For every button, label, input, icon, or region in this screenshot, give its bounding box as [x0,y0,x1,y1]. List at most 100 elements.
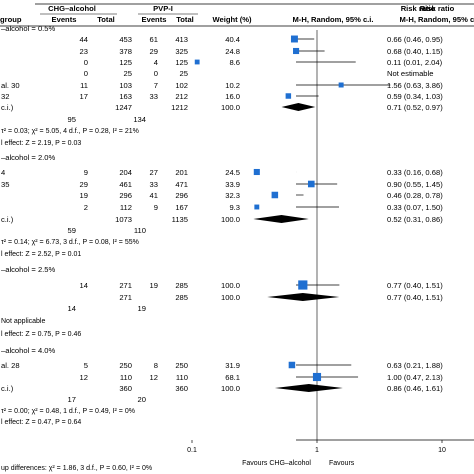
subgroup-1-row-5-total-chg: 103 [119,81,132,90]
subgroup-2-row-2-events-chg: 29 [80,180,88,189]
subgroup-2-row-3-total-pvp: 296 [175,191,188,200]
subgroup-2-total-label: c.i.) [1,215,14,224]
subgroup-2-events-total-pvp: 110 [134,226,146,235]
subgroup-4-total-label: c.i.) [1,384,14,393]
subgroup-1-title: –alcohol = 0.5% [1,24,55,33]
subgroup-3-total-n-chg: 271 [119,293,132,302]
subgroup-3-total-n-pvp: 285 [175,293,188,302]
subgroup-3-row-1-events-chg: 14 [80,281,88,290]
subgroup-3-overall-effect: l effect: Z = 0.75, P = 0.46 [1,331,81,338]
subgroup-1-events-total-pvp: 134 [133,115,146,124]
subgroup-4-row-2-ci-text: 1.00 (0.47, 2.13) [387,373,443,382]
subgroup-4-title: –alcohol = 4.0% [1,346,55,355]
subgroup-2-row-1-label: 4 [1,168,5,177]
subgroup-3-events-total-chg: 14 [68,304,76,313]
subgroup-1-row-4-total-pvp: 25 [180,69,188,78]
subgroup-4-row-1-weight: 31.9 [225,361,240,370]
subgroup-4-row-2-total-chg: 110 [120,373,132,382]
subgroup-3-row-1-total-chg: 271 [119,281,132,290]
subgroup-4-row-2-events-chg: 12 [80,373,88,382]
header-events-1: Events [52,15,77,24]
subgroup-1-row-6-label: 32 [1,92,9,101]
subgroup-2-row-4-events-pvp: 9 [154,203,158,212]
subgroup-2-row-3-ci-text: 0.46 (0.28, 0.78) [387,191,443,200]
subgroup-2-row-3-weight: 32.3 [225,191,240,200]
subgroup-3-events-total-pvp: 19 [138,304,146,313]
subgroup-1-row-2-events-pvp: 29 [150,47,158,56]
subgroup-4-row-1-label: al. 28 [1,361,20,370]
subgroup-1-row-1-point [290,35,298,43]
header-rr-right: Risk ratio [420,4,455,13]
subgroup-1-row-4-events-chg: 0 [84,69,88,78]
subgroup-1-row-2-weight: 24.8 [225,47,240,56]
subgroup-2-title: –alcohol = 2.0% [1,153,55,162]
subgroup-2-total-n-pvp: 1135 [172,215,188,224]
subgroup-2-row-1-events-chg: 9 [84,168,88,177]
subgroup-2-heterogeneity: τ² = 0.14; χ² = 6.73, 3 d.f., P = 0.08, … [1,239,139,246]
subgroup-2-total-n-chg: 1073 [115,215,132,224]
subgroup-4-total-weight: 100.0 [221,384,240,393]
subgroup-4-overall-effect: l effect: Z = 0.47, P = 0.64 [1,419,81,426]
subgroup-1-events-total-chg: 95 [68,115,76,124]
subgroup-1-row-3-point [194,59,200,65]
subgroup-4-total-n-pvp: 360 [175,384,188,393]
subgroup-1-row-3-events-pvp: 4 [154,58,158,67]
x-tick-label-2: 0.1 [187,447,197,454]
header-chg: CHG–alcohol [48,4,96,13]
header-pvp: PVP-I [153,4,173,13]
subgroup-4-events-total-pvp: 20 [138,395,146,404]
subgroup-1-row-3-total-pvp: 125 [175,58,188,67]
subgroup-2-row-1-point [253,168,260,176]
subgroup-1-row-6-total-chg: 163 [119,92,132,101]
subgroup-1-row-3-weight: 8.6 [229,58,240,67]
subgroup-4-row-1-events-chg: 5 [84,361,88,370]
subgroup-1-total-n-chg: 1247 [115,103,132,112]
header-events-2: Events [142,15,167,24]
subgroup-2-row-1-weight: 24.5 [225,168,240,177]
subgroup-3-row-1-ci-text: 0.77 (0.40, 1.51) [387,281,443,290]
subgroup-1-row-1-total-pvp: 413 [175,35,188,44]
subgroup-2-overall-effect: l effect: Z = 2.52, P = 0.01 [1,251,81,258]
header-total-2: Total [176,15,194,24]
subgroup-2-row-4-ci-text: 0.33 (0.07, 1.50) [387,203,443,212]
subgroup-1-row-3-total-chg: 125 [119,58,132,67]
subgroup-2-row-1-events-pvp: 27 [150,168,158,177]
subgroup-1-row-4-ci-text: Not estimable [387,69,433,78]
subgroup-3-title: –alcohol = 2.5% [1,265,55,274]
subgroup-4-row-1-point [288,361,296,369]
header-total-1: Total [97,15,115,24]
subgroup-2-total-ci-text: 0.52 (0.31, 0.86) [387,215,443,224]
subgroup-1-row-6-events-chg: 17 [80,92,88,101]
subgroup-2-row-2-ci-text: 0.90 (0.55, 1.45) [387,180,443,189]
subgroup-2-row-1-total-pvp: 201 [175,168,188,177]
subgroup-1-total-label: c.i.) [1,103,14,112]
subgroup-4-events-total-chg: 17 [68,395,76,404]
subgroup-1-row-3-ci-text: 0.11 (0.01, 2.04) [387,58,443,67]
subgroup-2-row-3-events-pvp: 41 [150,191,158,200]
subgroup-4-row-1-ci-text: 0.63 (0.21, 1.88) [387,361,443,370]
subgroup-3-heterogeneity: Not applicable [1,318,45,325]
subgroup-1-heterogeneity: τ² = 0.03; χ² = 5.05, 4 d.f., P = 0.28, … [1,128,139,135]
subgroup-1-row-3-events-chg: 0 [84,58,88,67]
subgroup-1-row-5-ci-text: 1.56 (0.63, 3.86) [387,81,443,90]
header-group: group [0,15,22,24]
subgroup-1-row-6-total-pvp: 212 [175,92,188,101]
subgroup-1-row-6-events-pvp: 33 [150,92,158,101]
subgroup-2-total-weight: 100.0 [221,215,240,224]
subgroup-1-row-2-ci-text: 0.68 (0.40, 1.15) [387,47,443,56]
subgroup-1-row-1-events-chg: 44 [80,35,88,44]
subgroup-1-total-weight: 100.0 [221,103,240,112]
subgroup-1-overall-effect: l effect: Z = 2.19, P = 0.03 [1,140,81,147]
subgroup-4-row-1-events-pvp: 8 [154,361,158,370]
subgroup-2-row-4-weight: 9.3 [229,203,240,212]
x-tick-label-3: 1 [315,447,319,454]
subgroup-2-total-diamond [253,215,309,223]
subgroup-3-row-1-events-pvp: 19 [150,281,158,290]
subgroup-1-row-1-ci-text: 0.66 (0.46, 0.95) [387,35,443,44]
subgroup-2-row-2-total-pvp: 471 [175,180,188,189]
subgroup-1-row-5-point [338,82,344,88]
subgroup-1-row-6-ci-text: 0.59 (0.34, 1.03) [387,92,443,101]
subgroup-2-row-4-total-pvp: 167 [175,203,188,212]
subgroup-1-row-4-total-chg: 25 [124,69,132,78]
